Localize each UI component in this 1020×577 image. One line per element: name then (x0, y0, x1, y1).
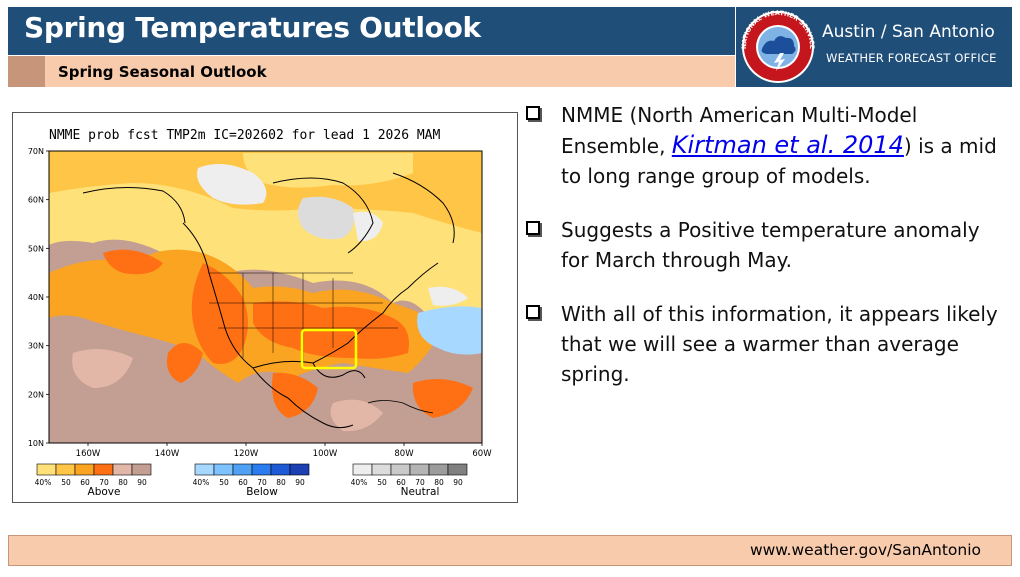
map-legend: 40% 50 60 70 80 90 Above 40% 50 60 70 80 90 Below 40% 5… (35, 463, 468, 498)
legend-tick: 60 (80, 478, 90, 487)
lon-label: 120W (234, 449, 259, 459)
bullet-text: With all of this information, it appears… (561, 302, 998, 386)
legend-tick: 80 (434, 478, 444, 487)
lat-label: 40N (28, 293, 44, 302)
legend-tick: 90 (295, 478, 305, 487)
longitude-labels: 160W 140W 120W 100W 80W 60W (76, 443, 492, 459)
legend-tick: 50 (219, 478, 229, 487)
legend-swatch (251, 463, 272, 476)
bullet-list: NMME (North American Multi-Model Ensembl… (524, 100, 1004, 413)
legend-swatch (194, 463, 215, 476)
legend-swatch (289, 463, 310, 476)
lon-label: 140W (155, 449, 180, 459)
nws-logo-icon: NATIONAL WEATHER SERVICE (741, 10, 815, 83)
legend-swatch (93, 463, 114, 476)
legend-tick: 90 (137, 478, 147, 487)
office-subtitle: WEATHER FORECAST OFFICE (826, 51, 997, 65)
legend-swatch (74, 463, 95, 476)
lat-label: 20N (28, 390, 44, 399)
legend-swatch (371, 463, 392, 476)
lon-label: 60W (472, 449, 492, 459)
checkbox-bullet-icon (526, 305, 540, 319)
legend-swatch (55, 463, 76, 476)
legend-swatch (36, 463, 57, 476)
outlook-map: 70N 60N 50N 40N 30N 20N 10N 160W 140W 120W 100W 80… (28, 147, 492, 498)
page-title: Spring Temperatures Outlook (24, 11, 481, 44)
legend-category: Neutral (401, 486, 440, 498)
latitude-labels: 70N 60N 50N 40N 30N 20N 10N (28, 147, 49, 448)
lat-label: 30N (28, 342, 44, 351)
lat-label: 70N (28, 147, 44, 156)
office-name: Austin / San Antonio (822, 22, 995, 42)
lat-label: 10N (28, 439, 44, 448)
legend-tick: 80 (118, 478, 128, 487)
legend-swatch (213, 463, 234, 476)
legend-tick: 40% (193, 478, 210, 487)
legend-swatch (352, 463, 373, 476)
legend-tick: 90 (453, 478, 463, 487)
footer-bar: www.weather.gov/SanAntonio (8, 535, 1012, 566)
legend-tick: 80 (276, 478, 286, 487)
legend-tick: 60 (238, 478, 248, 487)
checkbox-bullet-icon (526, 221, 540, 235)
lon-label: 100W (313, 449, 338, 459)
legend-swatch (409, 463, 430, 476)
legend-tick: 70 (257, 478, 267, 487)
legend-category: Below (246, 486, 278, 498)
lon-label: 80W (394, 449, 414, 459)
legend-tick: 70 (99, 478, 109, 487)
lat-label: 60N (28, 196, 44, 205)
bullet-item: NMME (North American Multi-Model Ensembl… (524, 100, 1004, 191)
bullet-item: Suggests a Positive temperature anomaly … (524, 215, 1004, 275)
bullet-item: With all of this information, it appears… (524, 299, 1004, 389)
bullet-text: Suggests a Positive temperature anomaly … (561, 218, 980, 272)
subtitle-accent (8, 56, 45, 87)
kirtman-citation-link[interactable]: Kirtman et al. 2014 (671, 131, 904, 159)
page-subtitle: Spring Seasonal Outlook (58, 63, 267, 81)
bullet-text-tail: ) is a mid to long range group of models… (561, 134, 997, 188)
map-field (49, 151, 482, 443)
legend-swatch (131, 463, 152, 476)
legend-tick: 60 (396, 478, 406, 487)
legend-swatch (447, 463, 468, 476)
legend-tick: 40% (35, 478, 52, 487)
title-bar: Spring Temperatures Outlook (8, 7, 735, 55)
legend-swatch (390, 463, 411, 476)
legend-swatch (270, 463, 291, 476)
subtitle-bar: Spring Seasonal Outlook (8, 56, 735, 87)
legend-swatch (112, 463, 133, 476)
legend-tick: 50 (377, 478, 387, 487)
lat-label: 50N (28, 244, 44, 253)
map-title: NMME prob fcst TMP2m IC=202602 for lead … (49, 128, 441, 143)
highlight-box (300, 328, 358, 370)
legend-tick: 70 (415, 478, 425, 487)
bullet-text: NMME (North American Multi-Model Ensembl… (561, 103, 918, 158)
outlook-map-figure: 70N 60N 50N 40N 30N 20N 10N 160W 140W 120W 100W 80… (12, 112, 518, 503)
footer-url[interactable]: www.weather.gov/SanAntonio (749, 541, 981, 559)
legend-swatch (428, 463, 449, 476)
legend-tick: 50 (61, 478, 71, 487)
checkbox-bullet-icon (526, 106, 540, 120)
legend-category: Above (88, 486, 121, 498)
office-block: NATIONAL WEATHER SERVICE Austin / San An… (736, 7, 1012, 87)
legend-tick: 40% (351, 478, 368, 487)
lon-label: 160W (76, 449, 101, 459)
legend-swatch (232, 463, 253, 476)
